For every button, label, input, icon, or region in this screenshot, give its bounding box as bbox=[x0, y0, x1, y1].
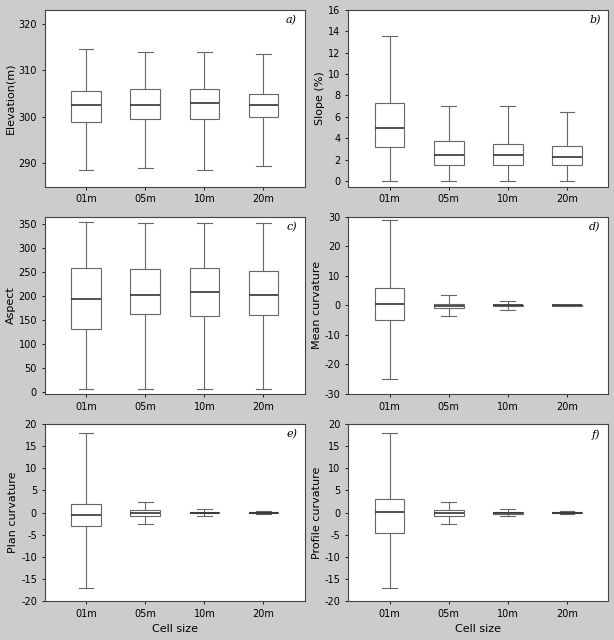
Y-axis label: Plan curvature: Plan curvature bbox=[9, 472, 18, 554]
Text: a): a) bbox=[286, 15, 297, 25]
PathPatch shape bbox=[493, 144, 523, 165]
PathPatch shape bbox=[130, 269, 160, 314]
PathPatch shape bbox=[434, 304, 464, 308]
PathPatch shape bbox=[375, 499, 405, 532]
X-axis label: Cell size: Cell size bbox=[152, 625, 198, 634]
X-axis label: Cell size: Cell size bbox=[456, 625, 501, 634]
Y-axis label: Elevation(m): Elevation(m) bbox=[6, 63, 16, 134]
Y-axis label: Profile curvature: Profile curvature bbox=[312, 467, 322, 559]
PathPatch shape bbox=[493, 512, 523, 513]
PathPatch shape bbox=[190, 89, 219, 119]
Y-axis label: Slope (%): Slope (%) bbox=[316, 71, 325, 125]
Y-axis label: Aspect: Aspect bbox=[6, 287, 15, 324]
PathPatch shape bbox=[71, 91, 101, 122]
Y-axis label: Mean curvature: Mean curvature bbox=[312, 261, 322, 349]
Text: e): e) bbox=[286, 429, 297, 440]
PathPatch shape bbox=[130, 511, 160, 516]
PathPatch shape bbox=[375, 287, 405, 320]
PathPatch shape bbox=[375, 103, 405, 147]
PathPatch shape bbox=[434, 511, 464, 516]
PathPatch shape bbox=[71, 504, 101, 526]
PathPatch shape bbox=[434, 141, 464, 165]
PathPatch shape bbox=[552, 146, 582, 165]
Text: f): f) bbox=[592, 429, 600, 440]
Text: b): b) bbox=[589, 15, 600, 25]
PathPatch shape bbox=[71, 268, 101, 330]
PathPatch shape bbox=[249, 93, 278, 117]
PathPatch shape bbox=[190, 268, 219, 316]
PathPatch shape bbox=[190, 512, 219, 513]
Text: d): d) bbox=[589, 222, 600, 232]
PathPatch shape bbox=[130, 89, 160, 119]
PathPatch shape bbox=[493, 305, 523, 307]
PathPatch shape bbox=[249, 271, 278, 315]
Text: c): c) bbox=[287, 222, 297, 232]
